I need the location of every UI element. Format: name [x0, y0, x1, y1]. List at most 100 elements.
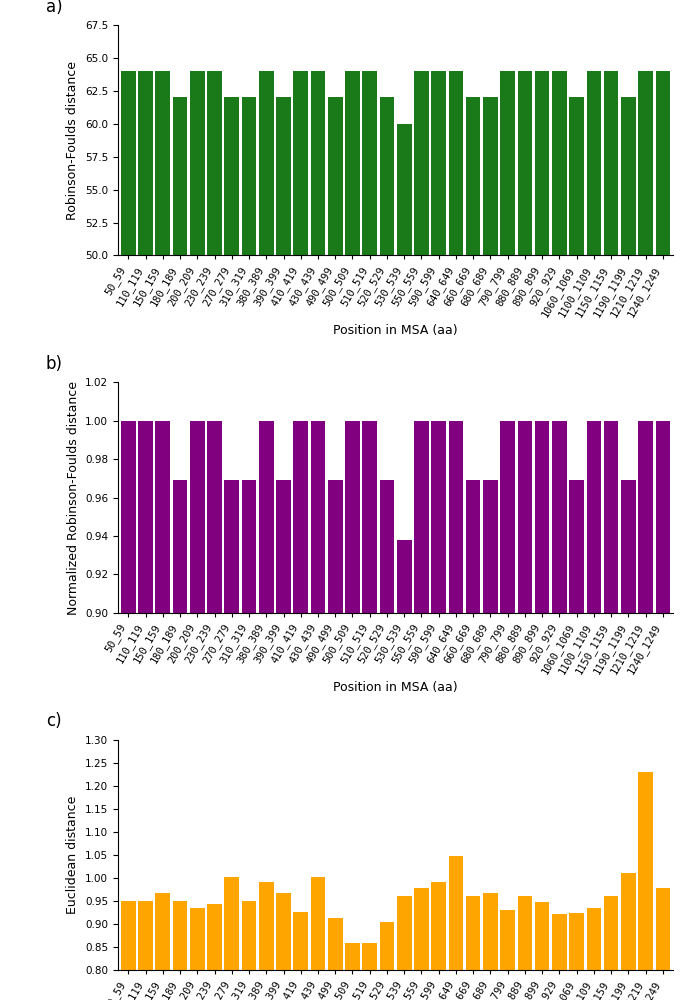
Bar — [552, 71, 567, 914]
Bar — [138, 71, 153, 914]
Bar — [432, 71, 446, 914]
Text: b): b) — [46, 355, 62, 373]
Bar — [656, 71, 670, 914]
Bar — [224, 877, 239, 1000]
Bar — [242, 480, 256, 1000]
Bar — [121, 901, 135, 1000]
Bar — [569, 913, 584, 1000]
Bar — [552, 421, 567, 1000]
Bar — [397, 540, 412, 1000]
Bar — [414, 71, 429, 914]
Bar — [345, 943, 359, 1000]
Bar — [121, 421, 135, 1000]
Bar — [190, 908, 205, 1000]
X-axis label: Position in MSA (aa): Position in MSA (aa) — [333, 324, 458, 337]
Bar — [638, 421, 653, 1000]
Y-axis label: Euclidean distance: Euclidean distance — [67, 796, 79, 914]
Bar — [276, 97, 291, 914]
Bar — [656, 888, 670, 1000]
Bar — [604, 421, 618, 1000]
Bar — [362, 421, 377, 1000]
Bar — [621, 97, 636, 914]
Y-axis label: Normalized Robinson-Foulds distance: Normalized Robinson-Foulds distance — [67, 381, 80, 614]
Bar — [380, 480, 394, 1000]
Bar — [155, 71, 170, 914]
Bar — [311, 421, 325, 1000]
Bar — [380, 922, 394, 1000]
Bar — [242, 901, 256, 1000]
Bar — [535, 421, 550, 1000]
Bar — [535, 902, 550, 1000]
Bar — [121, 71, 135, 914]
Bar — [397, 896, 412, 1000]
Bar — [328, 97, 343, 914]
Text: c): c) — [46, 712, 62, 730]
Bar — [414, 421, 429, 1000]
Bar — [466, 480, 480, 1000]
Bar — [500, 910, 515, 1000]
Bar — [242, 97, 256, 914]
Bar — [311, 71, 325, 914]
Bar — [586, 421, 601, 1000]
Bar — [638, 772, 653, 1000]
Bar — [208, 71, 222, 914]
Bar — [138, 901, 153, 1000]
Bar — [173, 901, 187, 1000]
Bar — [155, 893, 170, 1000]
Bar — [656, 421, 670, 1000]
Bar — [208, 904, 222, 1000]
Bar — [259, 71, 273, 914]
Bar — [483, 480, 498, 1000]
Bar — [448, 71, 464, 914]
Bar — [311, 877, 325, 1000]
Bar — [276, 893, 291, 1000]
Bar — [362, 943, 377, 1000]
Bar — [294, 912, 308, 1000]
Bar — [138, 421, 153, 1000]
Bar — [483, 97, 498, 914]
Bar — [208, 421, 222, 1000]
Bar — [535, 71, 550, 914]
Bar — [604, 71, 618, 914]
Y-axis label: Robinson-Foulds distance: Robinson-Foulds distance — [67, 61, 79, 220]
Bar — [432, 882, 446, 1000]
Bar — [345, 71, 359, 914]
Bar — [414, 888, 429, 1000]
Bar — [294, 421, 308, 1000]
Bar — [328, 480, 343, 1000]
Bar — [397, 124, 412, 914]
Bar — [621, 480, 636, 1000]
Bar — [518, 421, 532, 1000]
Bar — [155, 421, 170, 1000]
Bar — [173, 97, 187, 914]
Bar — [569, 97, 584, 914]
Bar — [500, 71, 515, 914]
Bar — [294, 71, 308, 914]
Bar — [466, 896, 480, 1000]
Bar — [259, 421, 273, 1000]
Bar — [362, 71, 377, 914]
Bar — [586, 71, 601, 914]
Bar — [552, 914, 567, 1000]
Bar — [466, 97, 480, 914]
Bar — [380, 97, 394, 914]
Bar — [173, 480, 187, 1000]
Text: a): a) — [46, 0, 62, 16]
Bar — [569, 480, 584, 1000]
Bar — [500, 421, 515, 1000]
Bar — [638, 71, 653, 914]
Bar — [276, 480, 291, 1000]
Bar — [190, 421, 205, 1000]
Bar — [586, 908, 601, 1000]
Bar — [448, 421, 464, 1000]
Bar — [224, 97, 239, 914]
Bar — [448, 856, 464, 1000]
Bar — [432, 421, 446, 1000]
Bar — [518, 896, 532, 1000]
Bar — [224, 480, 239, 1000]
Bar — [259, 882, 273, 1000]
Bar — [328, 918, 343, 1000]
Bar — [604, 896, 618, 1000]
Bar — [483, 893, 498, 1000]
X-axis label: Position in MSA (aa): Position in MSA (aa) — [333, 681, 458, 694]
